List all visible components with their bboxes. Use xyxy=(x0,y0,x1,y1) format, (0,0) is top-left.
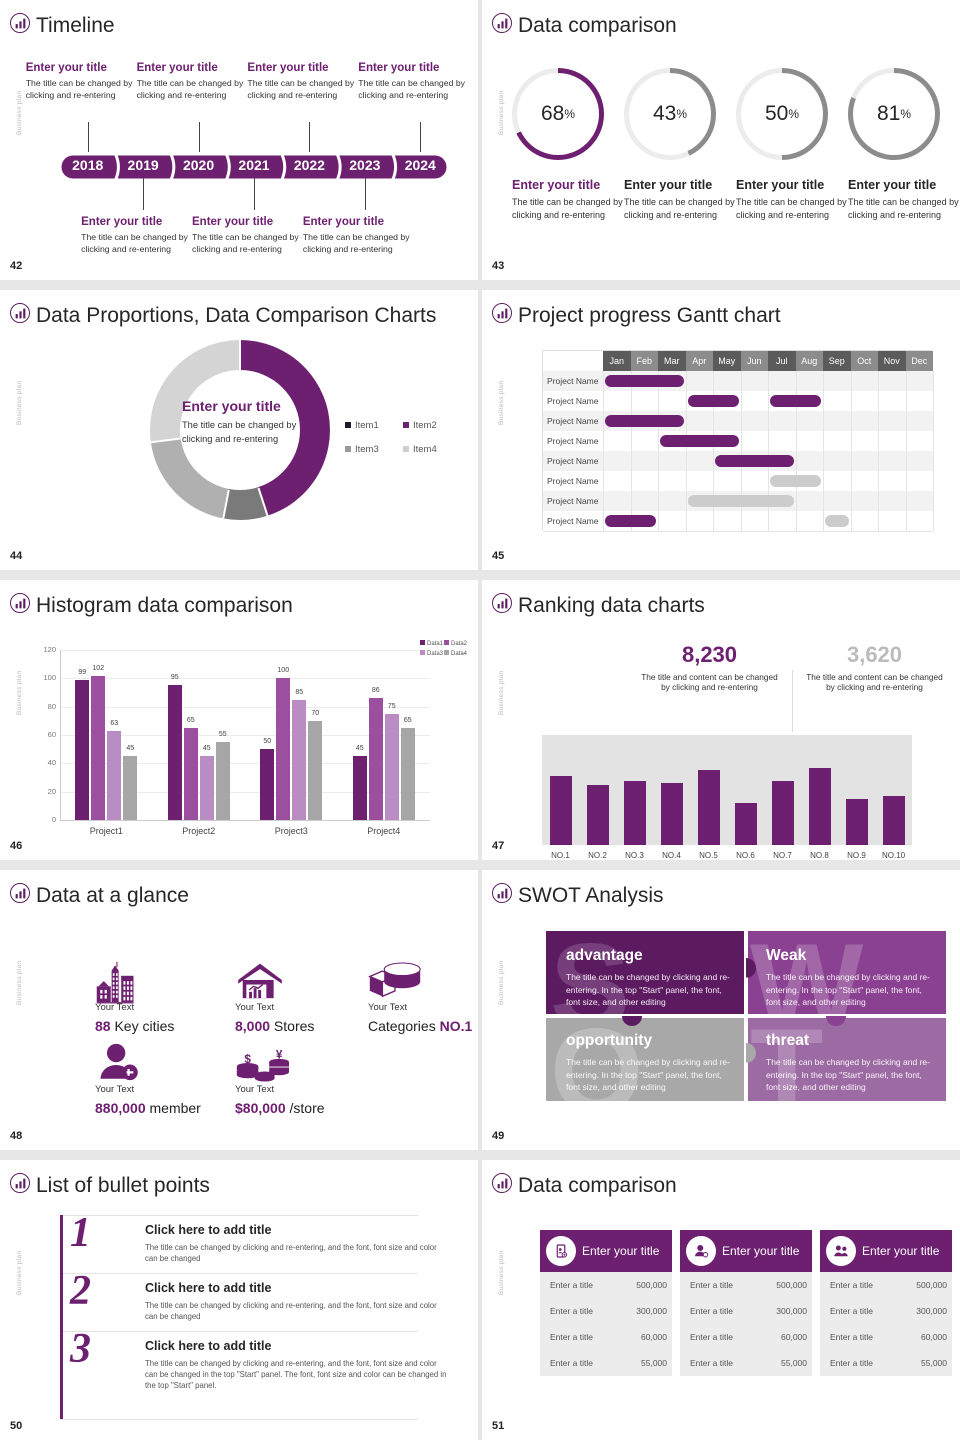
svg-text:¥: ¥ xyxy=(276,1049,283,1062)
svg-text:$: $ xyxy=(244,1053,251,1066)
